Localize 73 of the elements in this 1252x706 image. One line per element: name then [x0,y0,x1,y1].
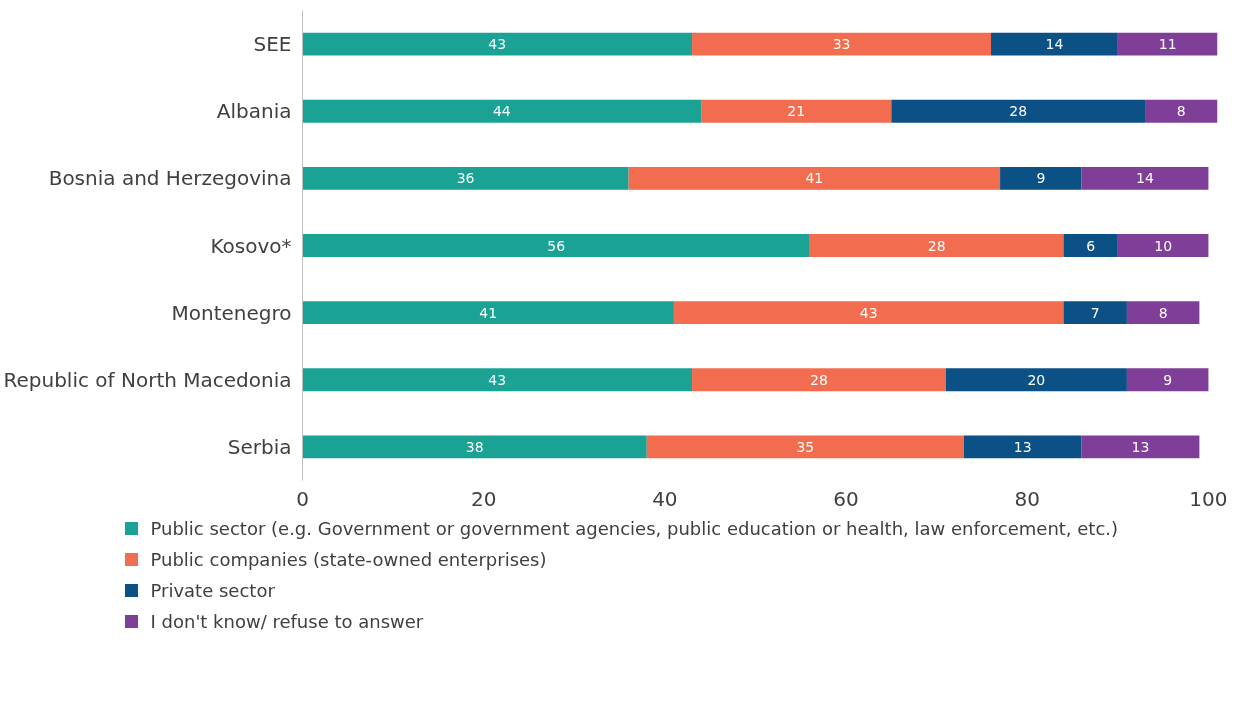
bar [1126,368,1209,392]
y-tick-label: Bosnia and Herzegovina [48,166,292,191]
data-label: 41 [805,170,824,187]
data-label: 10 [1154,237,1173,254]
bar [302,301,674,325]
data-label: 28 [1009,103,1028,120]
bar [692,368,946,392]
y-tick-label: Albania [216,99,292,124]
data-label: 13 [1131,438,1150,455]
data-label: 38 [465,438,484,455]
x-tick-label: 40 [652,486,678,511]
x-tick-label: 20 [470,486,497,511]
bar [628,166,1001,190]
x-tick-label: 60 [833,486,859,511]
bar [302,435,647,459]
bar [1126,301,1200,325]
y-tick-label: Kosovo* [210,233,292,258]
bar [302,234,810,257]
bar [1081,166,1209,190]
data-label: 43 [488,371,507,388]
data-label: 21 [787,103,806,120]
bar [701,99,892,123]
legend-label: Public companies (state-owned enterprises) [150,549,547,570]
data-label: 7 [1090,304,1100,321]
y-tick-label: Republic of North Macedonia [3,367,292,392]
data-label: 8 [1176,103,1186,120]
bar [302,368,693,392]
bar [673,301,1064,325]
legend-label: Private sector [150,580,276,601]
data-label: 8 [1158,304,1168,321]
bar [963,435,1082,459]
data-label: 28 [809,371,828,388]
data-label: 13 [1013,438,1032,455]
data-label: 36 [456,170,475,187]
data-label: 6 [1086,237,1096,254]
data-label: 28 [927,237,946,254]
bar [1000,166,1082,190]
y-tick-label: Montenegro [171,300,292,325]
data-label: 9 [1036,170,1046,187]
bar [891,99,1146,123]
bar [302,32,693,56]
data-label: 43 [488,36,507,53]
data-label: 56 [547,237,566,254]
bar [1117,32,1218,56]
data-label: 9 [1163,371,1173,388]
x-tick-label: 0 [296,486,309,511]
bar [945,368,1127,392]
data-label: 35 [796,438,815,455]
data-label: 11 [1158,36,1177,53]
legend-label: Public sector (e.g. Government or government agencies, public education or health, law enforcement, etc.) [150,518,1119,539]
bar [1081,435,1200,459]
bar [302,99,702,123]
data-label: 33 [832,36,851,53]
bar [646,435,964,459]
legend-label: I don't know/ refuse to answer [150,611,424,632]
data-label: 43 [859,304,878,321]
bar [1117,234,1209,257]
y-tick-label: Serbia [227,434,292,459]
bar [1063,234,1118,257]
bar [991,32,1118,56]
x-tick-label: 80 [1014,486,1040,511]
data-label: 41 [479,304,498,321]
bar [809,234,1064,257]
bar [1145,99,1218,123]
bar [692,32,992,56]
data-label: 44 [492,103,511,120]
data-label: 14 [1045,36,1064,53]
bar [1063,301,1127,325]
y-tick-label: SEE [253,32,292,57]
x-tick-label: 100 [1189,486,1228,511]
data-label: 20 [1027,371,1046,388]
data-label: 14 [1136,170,1155,187]
bar [302,166,629,190]
